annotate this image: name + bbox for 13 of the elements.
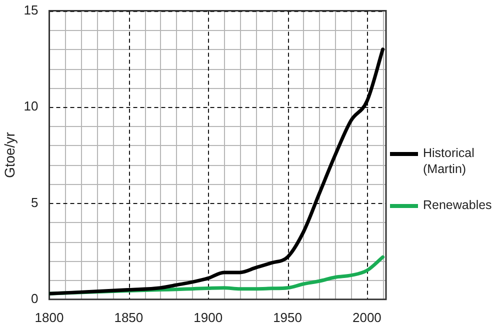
y-tick-label: 5	[31, 194, 38, 210]
y-tick-label: 15	[24, 2, 38, 18]
x-tick-label: 1950	[273, 310, 302, 325]
y-tick-label: 10	[24, 98, 38, 114]
legend-label: Renewables	[423, 197, 493, 213]
x-tick-label: 2000	[352, 310, 382, 325]
x-tick-label: 1850	[114, 310, 144, 325]
legend-label: Historical (Martin)	[423, 145, 476, 177]
line-series	[49, 48, 385, 296]
x-tick-label: 1900	[194, 310, 223, 325]
y-axis-title: Gtoe/yr	[1, 132, 18, 178]
x-tick-label: 1800	[34, 310, 64, 325]
y-tick-label: 0	[31, 290, 38, 306]
